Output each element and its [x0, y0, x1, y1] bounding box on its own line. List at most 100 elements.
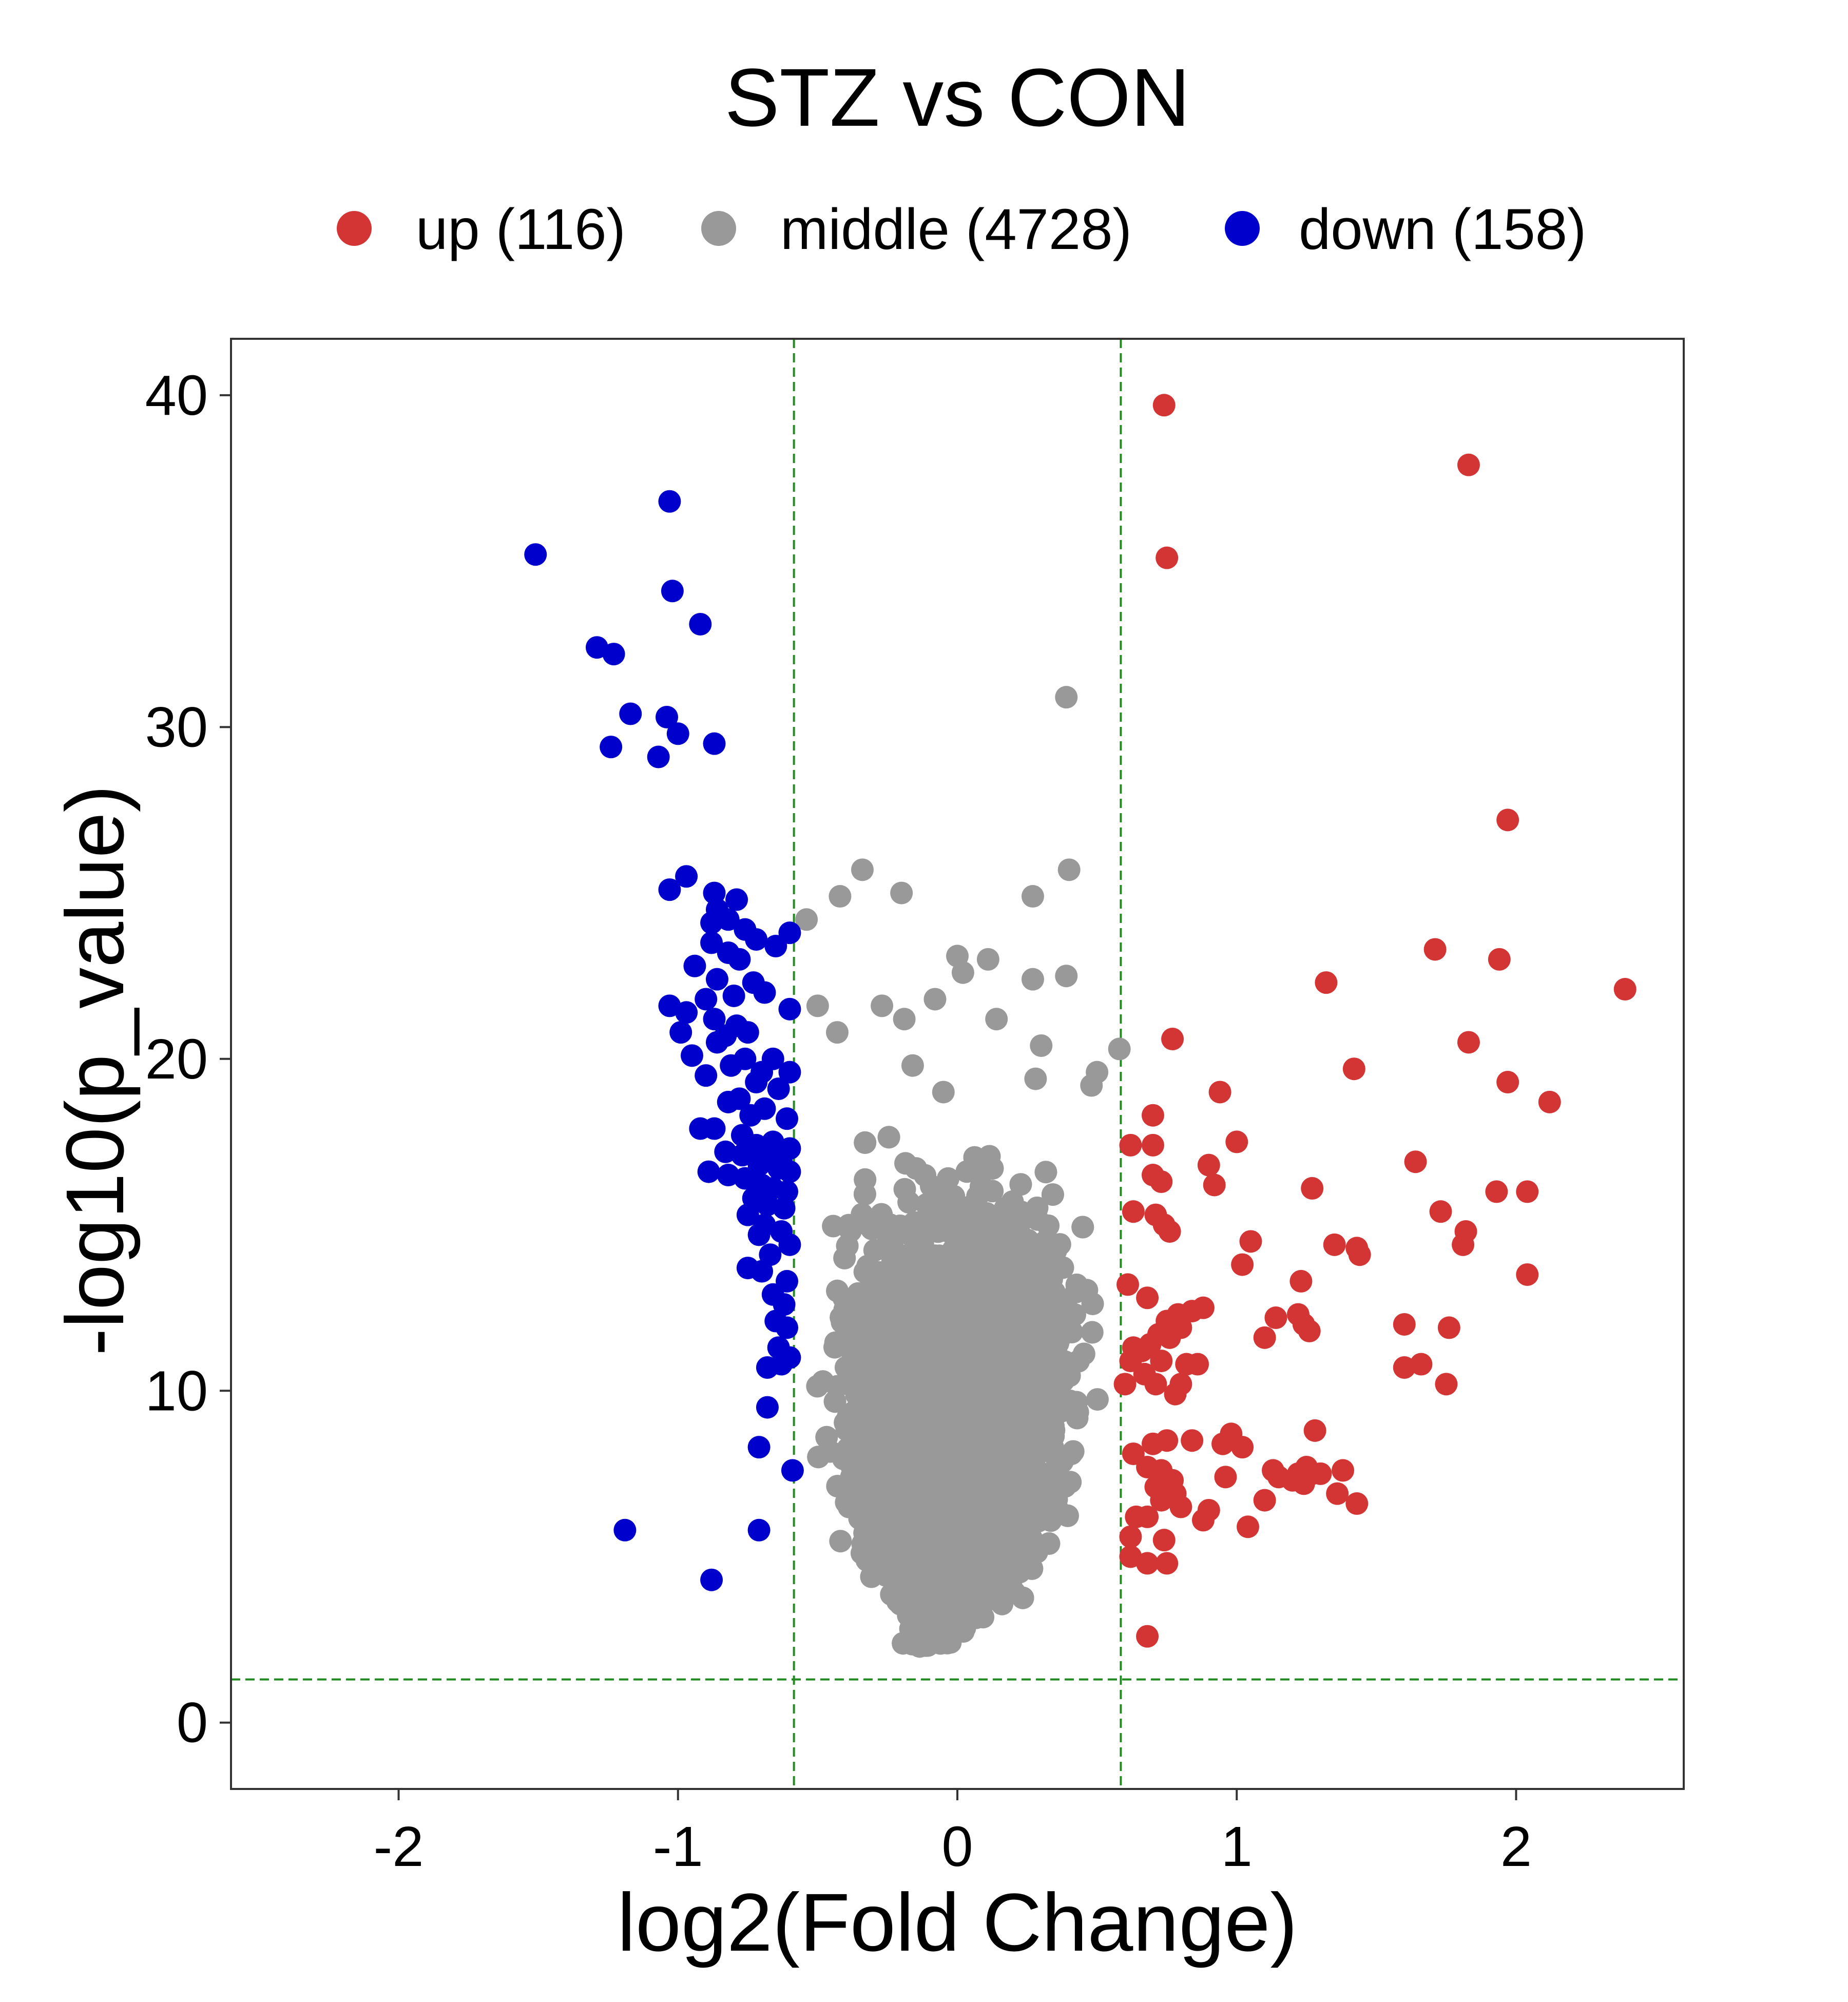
down-point	[778, 1061, 801, 1084]
legend-key-2	[1225, 211, 1260, 246]
middle-point	[887, 1221, 910, 1244]
middle-point	[976, 948, 999, 971]
down-point	[736, 1021, 759, 1044]
middle-point	[928, 1487, 951, 1510]
middle-point	[877, 1126, 900, 1149]
middle-point	[937, 1302, 960, 1325]
middle-point	[795, 908, 818, 931]
middle-point	[960, 1465, 984, 1488]
middle-point	[1021, 1557, 1044, 1580]
middle-point	[890, 1297, 913, 1320]
up-point	[1150, 1350, 1173, 1373]
y-tick-label: 40	[145, 364, 208, 427]
down-point	[705, 968, 728, 991]
up-point	[1323, 1233, 1346, 1256]
down-point	[736, 1203, 759, 1226]
middle-point	[1062, 1440, 1085, 1463]
up-point	[1613, 978, 1637, 1001]
up-point	[1326, 1482, 1349, 1505]
middle-point	[1026, 1197, 1049, 1219]
middle-point	[969, 1238, 992, 1261]
down-point	[675, 1001, 698, 1024]
middle-point	[949, 1589, 972, 1612]
up-point	[1264, 1306, 1287, 1330]
up-point	[1225, 1130, 1248, 1153]
up-point	[1429, 1200, 1452, 1223]
down-point	[661, 580, 684, 603]
up-point	[1437, 1316, 1460, 1339]
down-point	[778, 1233, 801, 1256]
up-point	[1231, 1436, 1254, 1459]
middle-point	[899, 1563, 922, 1586]
middle-point	[1049, 1389, 1072, 1412]
middle-point	[999, 1573, 1023, 1596]
middle-point	[906, 1250, 929, 1273]
middle-point	[991, 1234, 1013, 1257]
middle-point	[867, 1264, 890, 1287]
middle-point	[965, 1606, 988, 1629]
middle-point	[970, 1587, 993, 1610]
down-point	[747, 1223, 771, 1246]
down-point	[666, 722, 689, 745]
up-point	[1342, 1057, 1365, 1081]
up-point	[1141, 1133, 1164, 1157]
middle-point	[939, 1194, 962, 1217]
middle-point	[985, 1440, 1008, 1463]
middle-point	[930, 1465, 953, 1488]
down-point	[600, 736, 623, 759]
up-point	[1119, 1525, 1142, 1548]
down-point	[683, 954, 706, 977]
middle-point	[908, 1635, 931, 1658]
down-point	[756, 1194, 779, 1217]
legend: up (116) middle (4728) down (158)	[337, 197, 1586, 261]
y-tick-label: 30	[145, 696, 208, 759]
middle-point	[932, 1081, 955, 1104]
middle-point	[977, 1351, 1000, 1374]
down-point	[703, 1008, 726, 1031]
middle-point	[978, 1468, 1001, 1490]
middle-point	[879, 1480, 902, 1503]
middle-point	[901, 1054, 924, 1077]
middle-point	[988, 1397, 1011, 1420]
middle-point	[853, 1183, 876, 1206]
up-point	[1488, 948, 1511, 971]
legend-label-1: middle (4728)	[780, 197, 1132, 261]
up-point	[1136, 1505, 1159, 1528]
down-point	[602, 643, 625, 666]
middle-point	[1001, 1486, 1024, 1509]
down-point	[669, 1021, 692, 1044]
middle-point	[848, 1507, 871, 1530]
middle-point	[951, 961, 974, 984]
up-point	[1538, 1090, 1561, 1113]
middle-point	[1024, 1484, 1047, 1507]
middle-point	[1055, 965, 1078, 988]
up-point	[1485, 1180, 1508, 1203]
middle-point	[1029, 1464, 1052, 1487]
up-point	[1161, 1028, 1184, 1051]
middle-point	[898, 1446, 921, 1469]
x-axis: -2 -1 0 1 2	[374, 1789, 1532, 1878]
up-point	[1303, 1419, 1326, 1442]
middle-point	[912, 1332, 935, 1355]
x-tick-label: -2	[374, 1815, 424, 1878]
up-point	[1141, 1104, 1164, 1127]
middle-point	[978, 1145, 1001, 1168]
middle-point	[1044, 1239, 1067, 1262]
middle-point	[1024, 1067, 1047, 1090]
middle-point	[982, 1324, 1005, 1347]
middle-point	[929, 1632, 952, 1655]
middle-point	[862, 1357, 886, 1380]
middle-point	[829, 885, 852, 908]
up-point	[1309, 1462, 1332, 1485]
middle-point	[860, 1441, 883, 1464]
middle-point	[1056, 1504, 1079, 1527]
up-point	[1181, 1429, 1204, 1452]
middle-point	[890, 881, 913, 904]
middle-point	[1081, 1321, 1104, 1344]
down-point	[703, 1117, 726, 1140]
middle-point	[823, 1336, 846, 1359]
x-tick-label: -1	[653, 1815, 703, 1878]
up-point	[1136, 1286, 1159, 1310]
down-point	[773, 1197, 796, 1220]
up-point	[1231, 1253, 1254, 1276]
